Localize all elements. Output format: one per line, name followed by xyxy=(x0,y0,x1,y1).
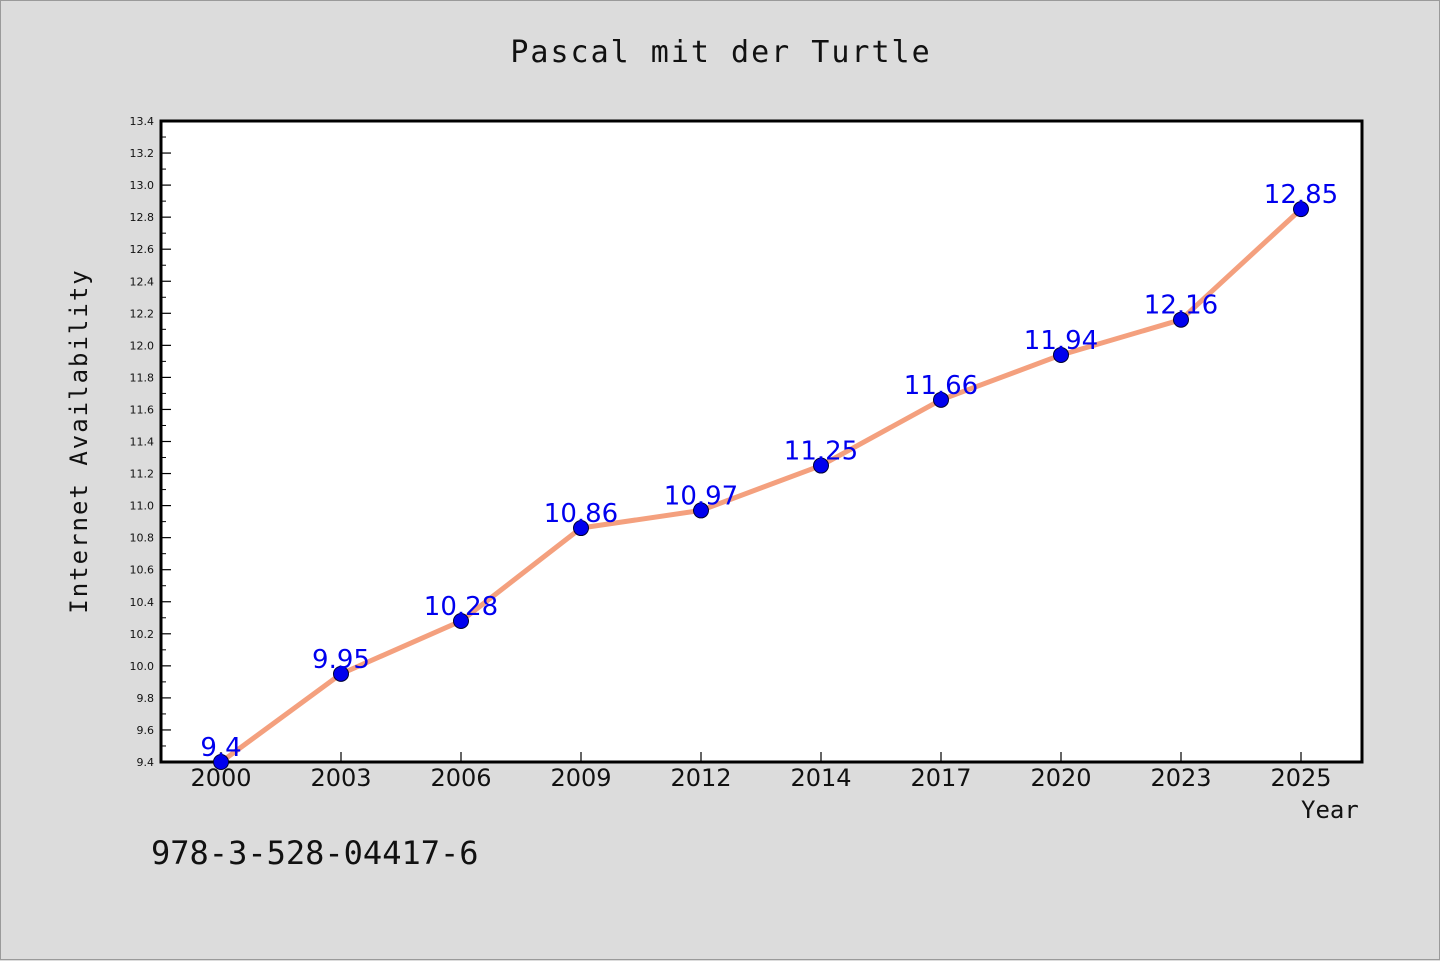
x-tick-label: 2020 xyxy=(1030,764,1091,792)
y-tick-label: 11.8 xyxy=(130,371,155,384)
data-label: 9.4 xyxy=(200,733,241,763)
y-axis-label: Internet Availability xyxy=(65,268,93,614)
x-axis-label: Year xyxy=(1301,796,1359,824)
data-label: 10.86 xyxy=(544,499,618,529)
data-label: 11.66 xyxy=(904,371,978,401)
x-tick-label: 2012 xyxy=(670,764,731,792)
x-tick-label: 2025 xyxy=(1270,764,1331,792)
data-point xyxy=(933,391,949,408)
y-tick-label: 11.4 xyxy=(130,436,155,449)
data-label: 9.95 xyxy=(312,645,370,675)
y-tick-label: 11.0 xyxy=(130,500,155,513)
data-labels: 9.4 9.95 10.28 10.86 10.97 11.25 11.66 11.94 12.… xyxy=(200,180,1338,763)
y-axis-ticks: 9.4 9.6 9.8 10.0 10.2 10.4 10.6 10.8 11.0 11.2 11.… xyxy=(130,115,171,769)
data-point xyxy=(453,612,469,629)
plot-area xyxy=(159,119,1364,764)
x-tick-label: 2014 xyxy=(790,764,851,792)
data-label: 10.28 xyxy=(424,592,498,622)
series-lines xyxy=(218,206,1304,765)
y-tick-label: 12.8 xyxy=(130,211,155,224)
data-point xyxy=(1173,311,1189,328)
y-tick-label: 10.0 xyxy=(130,660,155,673)
chart-title: Pascal mit der Turtle xyxy=(510,35,932,70)
y-tick-label: 13.2 xyxy=(130,147,155,160)
y-tick-label: 9.6 xyxy=(137,724,155,737)
y-tick-label: 11.6 xyxy=(130,403,155,416)
y-tick-label: 13.4 xyxy=(130,115,155,128)
data-label: 12.85 xyxy=(1264,180,1338,210)
data-label: 12.16 xyxy=(1144,291,1218,321)
y-tick-label: 13.0 xyxy=(130,179,155,192)
data-point xyxy=(573,520,589,537)
x-tick-label: 2009 xyxy=(550,764,611,792)
isbn-footer-text: 978-3-528-04417-6 xyxy=(151,834,479,872)
series-line xyxy=(218,206,1304,765)
y-tick-label: 12.4 xyxy=(130,275,155,288)
y-tick-label: 12.6 xyxy=(130,243,155,256)
y-tick-label: 10.6 xyxy=(130,564,155,577)
y-tick-label: 12.2 xyxy=(130,307,155,320)
x-tick-label: 2006 xyxy=(430,764,491,792)
data-label: 11.25 xyxy=(784,437,858,467)
y-tick-label: 9.8 xyxy=(137,692,155,705)
y-tick-label: 12.0 xyxy=(130,339,155,352)
y-tick-label: 10.4 xyxy=(130,596,155,609)
x-tick-label: 2023 xyxy=(1150,764,1211,792)
y-tick-label: 10.8 xyxy=(130,532,155,545)
x-axis-ticks: 2000 2003 2006 2009 2012 2014 2017 2020 2023 2025 xyxy=(190,752,1332,792)
data-point xyxy=(213,754,229,770)
data-label: 11.94 xyxy=(1024,326,1098,356)
data-point xyxy=(1053,346,1069,363)
x-tick-label: 2003 xyxy=(310,764,371,792)
data-point xyxy=(333,665,349,682)
x-tick-label: 2017 xyxy=(910,764,971,792)
data-point xyxy=(813,457,829,474)
y-tick-label: 11.2 xyxy=(130,468,155,481)
data-point xyxy=(693,502,709,519)
y-tick-label: 10.2 xyxy=(130,628,155,641)
y-tick-label: 9.4 xyxy=(137,756,155,769)
series-points xyxy=(213,201,1309,770)
data-point xyxy=(1293,201,1309,218)
data-label: 10.97 xyxy=(664,481,738,511)
